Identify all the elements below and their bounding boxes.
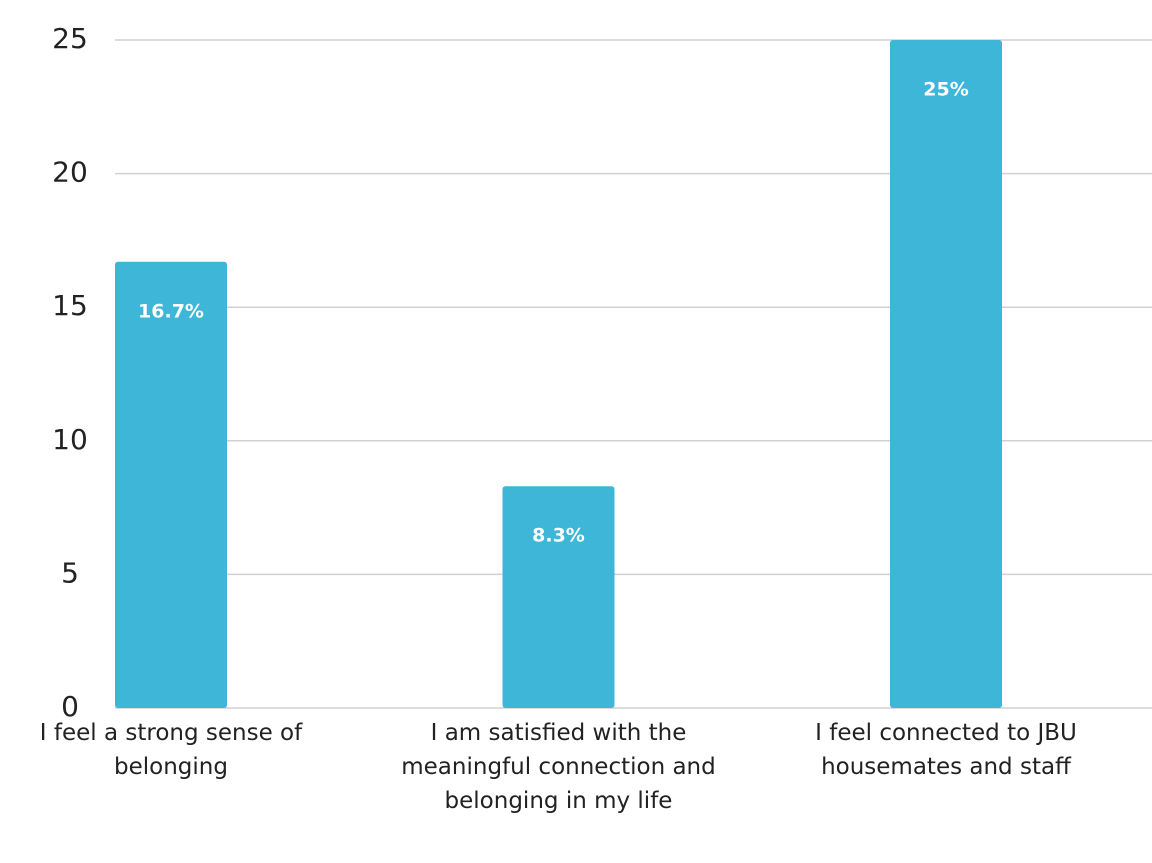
y-tick-label: 15 [52, 289, 88, 322]
y-tick-label: 0 [61, 690, 79, 723]
data-label: 16.7% [138, 300, 204, 322]
data-label: 25% [923, 79, 968, 101]
bar [890, 40, 1002, 708]
x-tick-label: I feel a strong sense of belonging [39, 720, 303, 780]
y-tick-label: 5 [61, 556, 79, 589]
x-tick-label: I am satisfied with the meaningful conne… [401, 720, 716, 814]
x-tick-label: I feel connected to JBU housemates and s… [815, 720, 1077, 780]
y-tick-label: 25 [52, 22, 88, 55]
bar [502, 486, 615, 708]
y-tick-label: 20 [52, 156, 88, 189]
y-tick-label: 10 [52, 423, 88, 456]
bar [115, 261, 227, 708]
data-label: 8.3% [532, 525, 585, 547]
